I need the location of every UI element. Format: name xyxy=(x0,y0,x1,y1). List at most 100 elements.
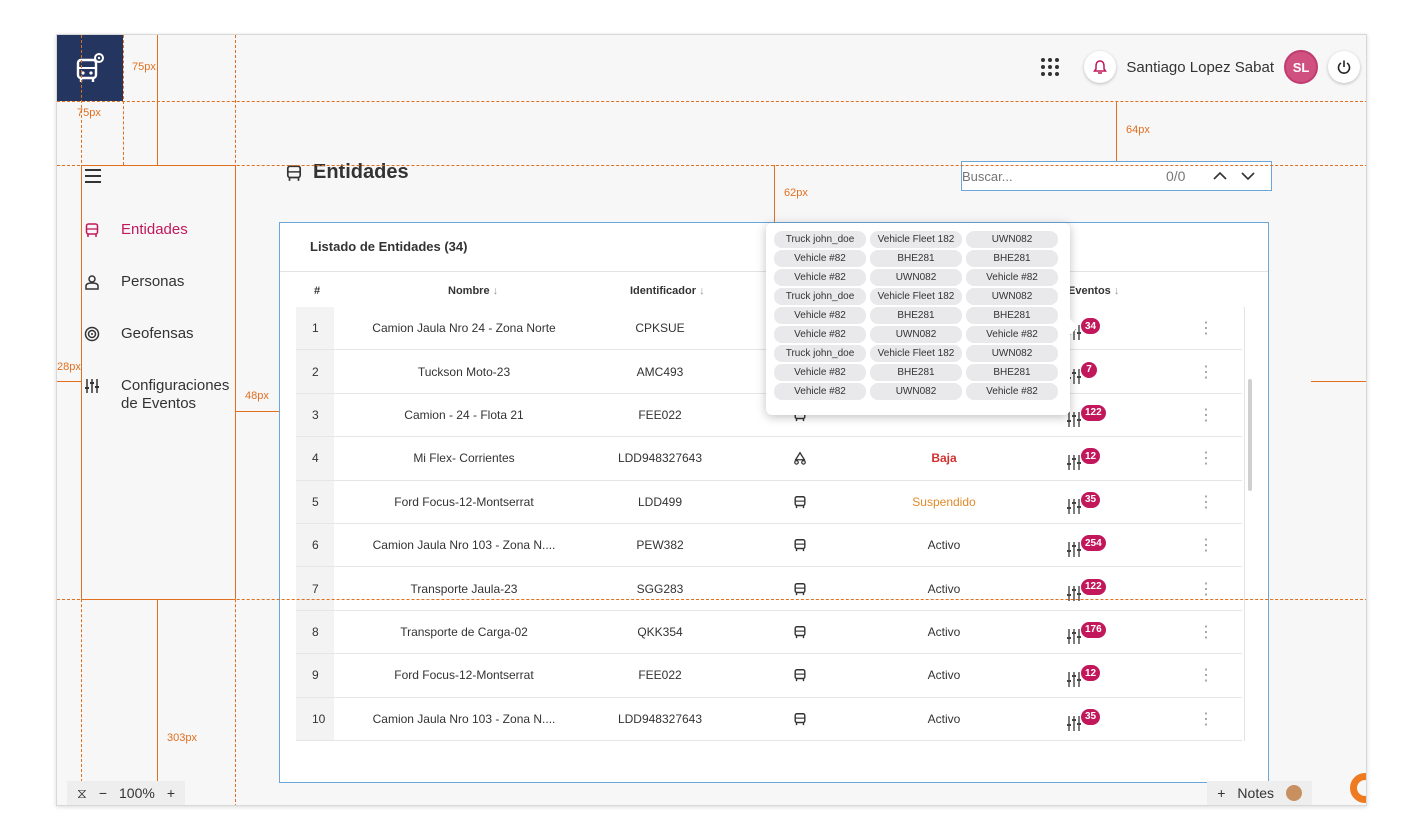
row-number: 5 xyxy=(296,480,334,523)
app-logo[interactable] xyxy=(57,35,123,101)
sidebar-item-configuraciones[interactable]: Configuraciones de Eventos xyxy=(83,377,243,429)
row-menu-button[interactable]: ⋮ xyxy=(1198,580,1214,598)
search-next-button[interactable] xyxy=(1234,168,1262,184)
entity-name: Ford Focus-12-Montserrat xyxy=(394,494,534,509)
sidebar-item-personas[interactable]: Personas xyxy=(83,273,243,325)
col-nombre[interactable]: Nombre ↓ xyxy=(448,285,499,297)
events-count-badge: 176 xyxy=(1080,620,1107,639)
row-menu-button[interactable]: ⋮ xyxy=(1198,406,1214,424)
sidebar-item-geofensas[interactable]: Geofensas xyxy=(83,325,243,377)
table-body: 1 Camion Jaula Nro 24 - Zona Norte CPKSUE 3… xyxy=(296,307,1242,741)
chevron-down-icon xyxy=(1241,172,1255,181)
sidebar-item-label: Personas xyxy=(121,273,185,290)
user-name[interactable]: Santiago Lopez Sabat xyxy=(1126,58,1274,76)
page-title: Entidades xyxy=(285,161,409,184)
events-count-badge: 34 xyxy=(1080,317,1102,336)
vehicle-icon xyxy=(728,698,872,740)
identifier-chip: UWN082 xyxy=(870,383,962,400)
identifier-chip: Vehicle #82 xyxy=(774,307,866,324)
table-row[interactable]: 6 Camion Jaula Nro 103 - Zona N.... PEW382… xyxy=(296,523,1242,568)
events-cell[interactable]: 122 xyxy=(1066,394,1126,436)
events-count-badge: 254 xyxy=(1080,534,1107,553)
scrollbar-thumb[interactable] xyxy=(1248,379,1252,491)
events-cell[interactable]: 35 xyxy=(1066,481,1126,523)
chevron-up-icon xyxy=(1213,171,1227,180)
row-number: 2 xyxy=(296,350,334,393)
vehicle-icon xyxy=(286,164,302,181)
identifier-chip: Vehicle #82 xyxy=(774,364,866,381)
identifier-chip: BHE281 xyxy=(966,250,1058,267)
events-cell[interactable]: 122 xyxy=(1066,567,1126,609)
vehicle-icon xyxy=(83,221,101,239)
entity-state: Activo xyxy=(927,668,961,683)
entity-name: Mi Flex- Corrientes xyxy=(413,451,515,466)
logout-button[interactable] xyxy=(1328,51,1360,83)
guide-line xyxy=(774,165,775,222)
zoom-out-button[interactable]: − xyxy=(98,785,108,801)
vehicle-icon xyxy=(728,654,872,696)
table-row[interactable]: 4 Mi Flex- Corrientes LDD948327643 Baja 12 ⋮ xyxy=(296,437,1242,481)
apps-grid-icon[interactable] xyxy=(1040,57,1060,77)
table-row[interactable]: 9 Ford Focus-12-Montserrat FEE022 Activo 12 ⋮ xyxy=(296,654,1242,698)
motorbike-icon xyxy=(728,437,872,479)
row-menu-button[interactable]: ⋮ xyxy=(1198,537,1214,555)
sidebar-item-label: Configuraciones de Eventos xyxy=(121,377,230,412)
identifiers-popover: Truck john_doe Vehicle Fleet 182 UWN082 Veh… xyxy=(766,223,1070,415)
page-title-text: Entidades xyxy=(313,161,409,183)
identifier-chip: Vehicle #82 xyxy=(774,269,866,286)
events-cell[interactable]: 254 xyxy=(1066,524,1126,566)
row-menu-button[interactable]: ⋮ xyxy=(1198,363,1214,381)
table-row[interactable]: 7 Transporte Jaula-23 SGG283 Activo 122 ⋮ xyxy=(296,567,1242,611)
row-menu-button[interactable]: ⋮ xyxy=(1198,667,1214,685)
avatar[interactable]: SL xyxy=(1284,50,1318,84)
notifications-button[interactable] xyxy=(1084,51,1117,83)
sliders-icon xyxy=(83,377,101,395)
app-window: Santiago Lopez Sabat SL Entidades Person… xyxy=(56,34,1367,806)
guide-line xyxy=(1116,101,1117,161)
notes-button[interactable]: Notes xyxy=(1237,785,1274,801)
row-menu-button[interactable]: ⋮ xyxy=(1198,450,1214,468)
col-eventos[interactable]: Eventos ↓ xyxy=(1068,285,1120,297)
search-prev-button[interactable] xyxy=(1206,168,1234,184)
identifier-chip: UWN082 xyxy=(966,231,1058,248)
topbar: Santiago Lopez Sabat SL xyxy=(1040,49,1360,85)
entity-state: Activo xyxy=(927,711,961,726)
row-menu-button[interactable]: ⋮ xyxy=(1198,710,1214,728)
table-row[interactable]: 5 Ford Focus-12-Montserrat LDD499 Suspendid… xyxy=(296,480,1242,524)
search-bar: 0/0 xyxy=(961,161,1272,191)
search-input[interactable] xyxy=(962,168,1152,184)
identifier-chip: Truck john_doe xyxy=(774,231,866,248)
events-cell[interactable]: 12 xyxy=(1066,654,1126,696)
sidebar-item-entidades[interactable]: Entidades xyxy=(83,221,243,273)
entity-identifier: CPKSUE xyxy=(635,321,685,336)
table-row[interactable]: 10 Camion Jaula Nro 103 - Zona N.... LDD94… xyxy=(296,697,1242,741)
menu-toggle-button[interactable] xyxy=(85,169,101,183)
table-row[interactable]: 8 Transporte de Carga-02 QKK354 Activo 176 ⋮ xyxy=(296,610,1242,655)
events-cell[interactable]: 35 xyxy=(1066,698,1126,740)
vehicle-icon xyxy=(728,481,872,523)
row-menu-button[interactable]: ⋮ xyxy=(1198,623,1214,641)
col-identificador[interactable]: Identificador ↓ xyxy=(630,285,705,297)
guide-line xyxy=(81,599,235,600)
events-count-badge: 35 xyxy=(1080,490,1102,509)
guide-label: 62px xyxy=(784,187,808,199)
events-cell[interactable]: 7 xyxy=(1066,350,1126,392)
identifier-chip: Vehicle Fleet 182 xyxy=(870,345,962,362)
add-note-button[interactable]: + xyxy=(1217,785,1226,801)
events-count-badge: 12 xyxy=(1080,447,1102,466)
row-menu-button[interactable]: ⋮ xyxy=(1198,320,1214,338)
events-cell[interactable]: 176 xyxy=(1066,611,1126,653)
bell-icon xyxy=(1093,60,1108,74)
power-icon xyxy=(1337,60,1351,74)
zoom-in-button[interactable]: + xyxy=(166,785,176,801)
events-cell[interactable]: 12 xyxy=(1066,437,1126,479)
guide-line xyxy=(81,165,82,599)
help-ring-icon[interactable] xyxy=(1350,773,1366,803)
hourglass-icon[interactable]: ⧖ xyxy=(77,784,87,801)
identifier-chip: BHE281 xyxy=(870,364,962,381)
geofence-icon xyxy=(83,325,101,343)
row-menu-button[interactable]: ⋮ xyxy=(1198,493,1214,511)
entity-name: Transporte Jaula-23 xyxy=(410,581,518,596)
col-number: # xyxy=(314,285,321,297)
scrollbar[interactable] xyxy=(1244,307,1254,741)
